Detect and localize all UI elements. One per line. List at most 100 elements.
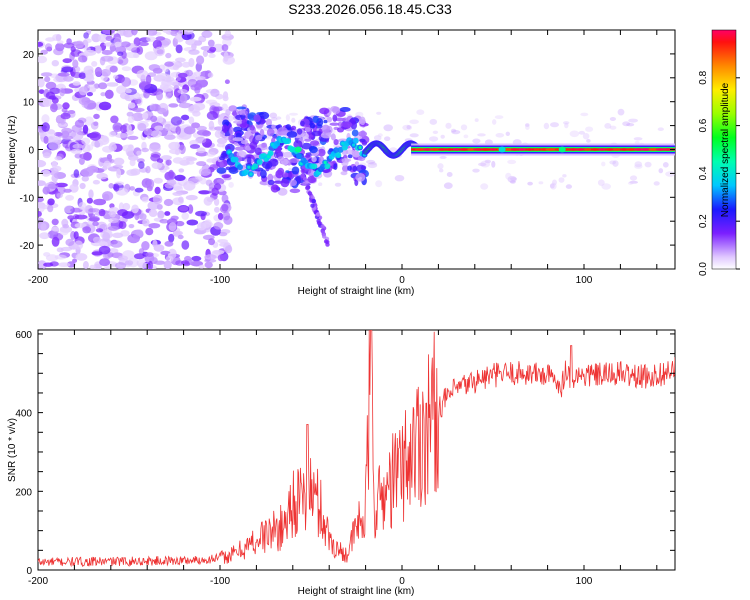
- heatmap-cell-986: [439, 168, 444, 173]
- heatmap-cell-856: [164, 183, 174, 189]
- heatmap-cell-1756: [498, 146, 506, 153]
- heatmap-cell-819: [82, 226, 92, 234]
- heatmap-cell-992: [366, 159, 376, 164]
- heatmap-cell-845: [41, 122, 50, 132]
- spectrogram-x-tick-label: -200: [28, 275, 48, 286]
- heatmap-cell-1467: [309, 146, 318, 154]
- heatmap-cell-908: [318, 182, 323, 186]
- heatmap-cell-1390: [352, 150, 360, 158]
- heatmap-cell-240: [117, 59, 124, 64]
- heatmap-cell-838: [78, 72, 87, 79]
- snr-y-tick-label: 400: [15, 409, 32, 420]
- heatmap-cell-997: [657, 127, 664, 131]
- heatmap-cell-806: [112, 74, 119, 80]
- heatmap-cell-759: [174, 174, 186, 181]
- snr-line: [38, 330, 675, 568]
- heatmap-cell-320: [145, 227, 154, 236]
- heatmap-cell-1263: [311, 156, 317, 163]
- heatmap-cell-707: [60, 112, 71, 120]
- heatmap-cell-445: [164, 211, 171, 216]
- spectrogram-y-tick-label: 0: [28, 146, 34, 157]
- heatmap-cell-1370: [335, 117, 347, 122]
- heatmap-cell-826: [87, 84, 95, 89]
- heatmap-cell-208: [148, 209, 158, 218]
- heatmap-cell-687: [122, 202, 131, 211]
- heatmap-cell-775: [177, 72, 188, 79]
- heatmap-cell-750: [56, 192, 63, 199]
- heatmap-cell-701: [203, 196, 213, 206]
- heatmap-cell-1032: [446, 172, 453, 177]
- heatmap-cell-914: [665, 171, 675, 177]
- heatmap-cell-509: [148, 223, 161, 229]
- heatmap-cell-315: [201, 30, 213, 38]
- heatmap-cell-665: [166, 92, 172, 99]
- heatmap-cell-1624: [311, 198, 317, 204]
- colorbar-tick-label: 0.8: [698, 70, 709, 84]
- heatmap-cell-556: [50, 103, 58, 113]
- heatmap-cell-711: [38, 211, 42, 217]
- spectrogram-y-tick-label: 10: [23, 98, 35, 109]
- heatmap-cell-960: [538, 181, 544, 185]
- heatmap-cell-469: [172, 197, 184, 206]
- heatmap-cell-430: [141, 241, 150, 251]
- heatmap-cell-1416: [228, 166, 239, 174]
- heatmap-cell-411: [121, 66, 132, 72]
- heatmap-cell-771: [121, 77, 132, 87]
- heatmap-cell-1383: [291, 166, 300, 175]
- heatmap-cell-813: [141, 196, 150, 203]
- figure-title: S233.2026.056.18.45.C33: [288, 1, 452, 17]
- heatmap-cell-1741: [575, 148, 586, 151]
- heatmap-cell-1003: [550, 122, 559, 128]
- heatmap-cell-681: [88, 189, 94, 199]
- snr-y-tick-labels: 0 200 400 600: [15, 330, 32, 577]
- heatmap-cell-628: [209, 164, 219, 171]
- heatmap-cell-1167: [342, 164, 349, 173]
- heatmap-cell-662: [73, 231, 79, 240]
- heatmap-cell-1496: [252, 163, 259, 170]
- heatmap-cell-511: [165, 159, 172, 166]
- heatmap-cell-700: [38, 204, 45, 213]
- heatmap-cell-855: [93, 121, 99, 126]
- heatmap-cell-345: [168, 233, 175, 243]
- heatmap-cell-1472: [309, 123, 316, 129]
- heatmap-cell-1404: [337, 127, 344, 133]
- heatmap-cell-939: [463, 134, 469, 139]
- heatmap-cell-249: [102, 30, 115, 35]
- heatmap-cell-783: [136, 150, 142, 156]
- heatmap-cell-1319: [359, 138, 366, 142]
- heatmap-cell-607: [109, 65, 118, 73]
- heatmap-cell-266: [131, 112, 144, 122]
- heatmap-cell-366: [55, 42, 65, 52]
- heatmap-cell-168: [124, 260, 134, 266]
- heatmap-cell-563: [132, 107, 145, 112]
- heatmap-cell-1364: [254, 147, 262, 156]
- colorbar: [711, 29, 737, 270]
- snr-plot-area: [37, 329, 676, 571]
- heatmap-cell-702: [130, 168, 141, 176]
- heatmap-cell-834: [51, 160, 58, 168]
- heatmap-cell-695: [79, 182, 86, 190]
- heatmap-cell-1623: [310, 203, 315, 208]
- heatmap-cell-942: [507, 159, 517, 165]
- heatmap-cell-1749: [633, 148, 644, 151]
- heatmap-cell-1550: [341, 141, 345, 146]
- heatmap-cell-756: [82, 124, 89, 134]
- heatmap-cell-764: [86, 197, 93, 204]
- heatmap-cell-949: [269, 112, 278, 119]
- heatmap-cell-447: [128, 224, 135, 229]
- heatmap-cell-1051: [472, 138, 481, 144]
- heatmap-cell-827: [110, 240, 123, 248]
- heatmap-cell-516: [139, 213, 147, 221]
- heatmap-cell-884: [222, 91, 229, 99]
- heatmap-cell-1366: [232, 137, 244, 142]
- heatmap-cell-1016: [601, 183, 611, 190]
- colorbar-label: Normalized spectral amplitude: [720, 82, 731, 217]
- heatmap-cell-987: [505, 131, 510, 136]
- heatmap-cell-1724: [452, 148, 461, 151]
- heatmap-cell-761: [195, 210, 207, 217]
- heatmap-cell-493: [116, 85, 128, 95]
- heatmap-cell-736: [129, 159, 136, 167]
- heatmap-cell-798: [163, 260, 172, 269]
- heatmap-cell-870: [143, 128, 153, 136]
